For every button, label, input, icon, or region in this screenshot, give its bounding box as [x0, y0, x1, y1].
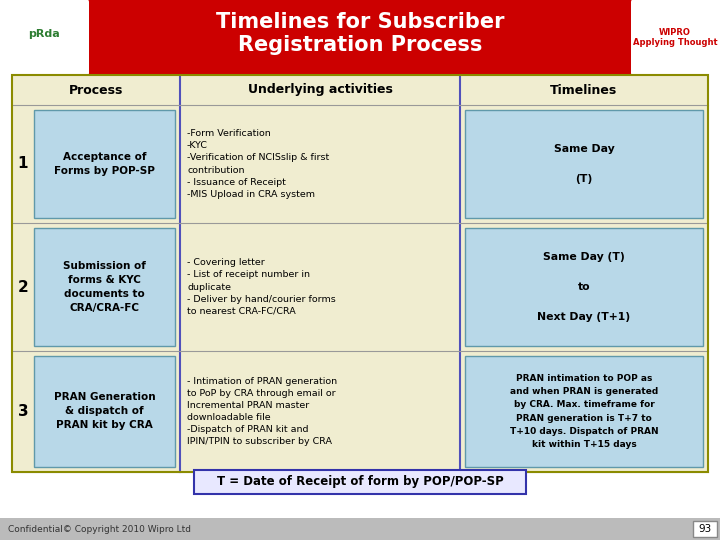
Text: Same Day (T)

to

Next Day (T+1): Same Day (T) to Next Day (T+1) [537, 252, 631, 322]
Text: -Form Verification
-KYC
-Verification of NCISslip & first
contribution
- Issuanc: -Form Verification -KYC -Verification of… [187, 129, 329, 199]
Text: PRAN intimation to POP as
and when PRAN is generated
by CRA. Max. timeframe for
: PRAN intimation to POP as and when PRAN … [510, 374, 658, 449]
FancyBboxPatch shape [631, 0, 720, 76]
Bar [12, 75, 708, 472]
Text: Acceptance of
Forms by POP-SP: Acceptance of Forms by POP-SP [54, 152, 155, 176]
Bar [12, 75, 708, 472]
FancyBboxPatch shape [0, 0, 89, 76]
Text: Submission of
forms & KYC
documents to
CRA/CRA-FC: Submission of forms & KYC documents to C… [63, 261, 146, 313]
Bar [693, 521, 717, 537]
Bar [34, 110, 175, 218]
Bar [0, 0, 720, 75]
Bar [0, 0, 88, 75]
Bar [632, 0, 720, 75]
Text: 2: 2 [17, 280, 28, 294]
Text: Same Day

(T): Same Day (T) [554, 144, 614, 184]
Text: Underlying activities: Underlying activities [248, 84, 392, 97]
Text: - Intimation of PRAN generation
to PoP by CRA through email or
Incremental PRAN : - Intimation of PRAN generation to PoP b… [187, 376, 337, 447]
Text: - Covering letter
- List of receipt number in
duplicate
- Deliver by hand/courie: - Covering letter - List of receipt numb… [187, 258, 336, 316]
Bar [34, 356, 175, 467]
FancyBboxPatch shape [194, 470, 526, 494]
Text: Timelines: Timelines [550, 84, 618, 97]
Bar [465, 228, 703, 346]
Text: 93: 93 [698, 524, 711, 534]
Bar [0, 518, 720, 540]
Text: 1: 1 [18, 157, 28, 172]
Bar [465, 356, 703, 467]
Text: PRAN Generation
& dispatch of
PRAN kit by CRA: PRAN Generation & dispatch of PRAN kit b… [54, 393, 156, 430]
Bar [465, 110, 703, 218]
Bar [34, 228, 175, 346]
Text: 3: 3 [18, 404, 28, 419]
Text: pRda: pRda [28, 29, 60, 39]
Text: Process: Process [69, 84, 123, 97]
Text: Timelines for Subscriber
Registration Process: Timelines for Subscriber Registration Pr… [216, 12, 504, 56]
Text: WIPRO
Applying Thought: WIPRO Applying Thought [633, 28, 717, 47]
Text: T = Date of Receipt of form by POP/POP-SP: T = Date of Receipt of form by POP/POP-S… [217, 476, 503, 489]
Text: Confidential© Copyright 2010 Wipro Ltd: Confidential© Copyright 2010 Wipro Ltd [8, 524, 191, 534]
